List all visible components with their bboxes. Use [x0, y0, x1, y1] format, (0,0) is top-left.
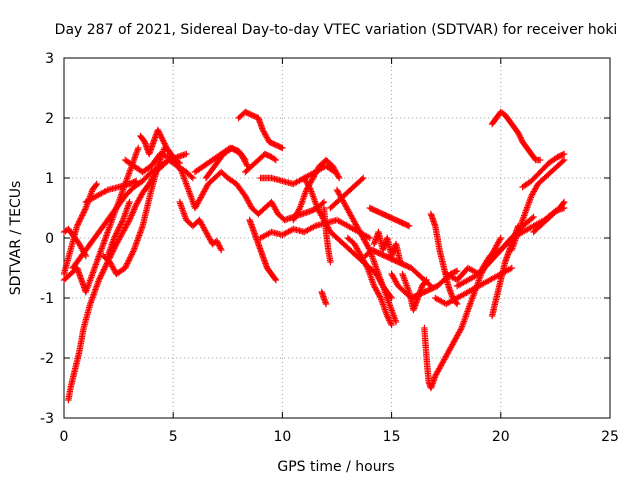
series-sat-i [137, 126, 183, 167]
marker-track [170, 156, 328, 224]
x-tick-label: 25 [601, 429, 619, 445]
data-points [60, 108, 568, 404]
marker-track [82, 177, 140, 206]
x-axis-label: GPS time / hours [277, 459, 394, 475]
marker-track [137, 126, 183, 167]
marker-track [104, 198, 133, 260]
series-sat-am [508, 156, 568, 254]
y-tick-label: 2 [45, 111, 54, 127]
series-sat-ao [530, 198, 568, 236]
series-sat-ae [399, 270, 430, 314]
series-sat-l [176, 198, 225, 254]
axis-ticks: 0 5 10 15 20 25 -3 -2 -1 0 1 2 3 [40, 51, 619, 445]
y-tick-label: -3 [40, 411, 54, 427]
marker-track [290, 156, 343, 224]
x-tick-label: 10 [273, 429, 291, 445]
series-sat-al [488, 108, 544, 164]
marker-track [318, 288, 330, 308]
series-sat-n [202, 144, 251, 182]
series-sat-h [104, 198, 133, 260]
x-tick-label: 20 [492, 429, 510, 445]
marker-track [202, 144, 251, 182]
marker-track [370, 228, 404, 266]
series-sat-q [246, 216, 280, 284]
marker-track [242, 150, 280, 176]
series-sat-y [333, 186, 400, 326]
series-sat-ac [370, 228, 404, 266]
marker-track [246, 216, 280, 284]
series-sat-f [82, 177, 140, 206]
series-sat-w [320, 204, 334, 266]
x-tick-label: 15 [383, 429, 401, 445]
marker-track [333, 186, 400, 326]
marker-track [344, 234, 395, 329]
y-axis-label: SDTVAR / TECUs [8, 181, 24, 296]
marker-track [235, 108, 286, 152]
marker-track [519, 150, 568, 191]
series-sat-t [290, 156, 343, 224]
series-sat-p [242, 150, 280, 176]
x-tick-label: 5 [169, 429, 178, 445]
marker-track [257, 162, 339, 188]
marker-track [508, 156, 568, 254]
y-tick-label: -1 [40, 291, 54, 307]
marker-track [427, 210, 461, 308]
series-sat-an [519, 150, 568, 191]
series-sat-g [100, 144, 168, 278]
y-tick-label: 0 [45, 231, 54, 247]
series-sat-k [170, 156, 328, 224]
marker-track [176, 198, 225, 254]
marker-track [100, 144, 168, 278]
marker-track [399, 270, 430, 314]
y-tick-label: 3 [45, 51, 54, 67]
series-sat-o [235, 108, 286, 152]
chart-title: Day 287 of 2021, Sidereal Day-to-day VTE… [55, 22, 618, 38]
series-sat-v [318, 288, 330, 308]
marker-track [320, 204, 334, 266]
marker-track [488, 108, 544, 164]
marker-track [530, 198, 568, 236]
marker-track [366, 204, 413, 230]
series-sat-ag [427, 210, 461, 308]
y-tick-label: 1 [45, 171, 54, 187]
x-tick-label: 0 [60, 429, 69, 445]
series-sat-ab [366, 204, 413, 230]
series-sat-z [344, 234, 395, 329]
series-sat-r [257, 162, 339, 188]
y-tick-label: -2 [40, 351, 54, 367]
